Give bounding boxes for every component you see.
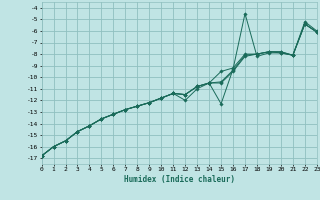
- X-axis label: Humidex (Indice chaleur): Humidex (Indice chaleur): [124, 175, 235, 184]
